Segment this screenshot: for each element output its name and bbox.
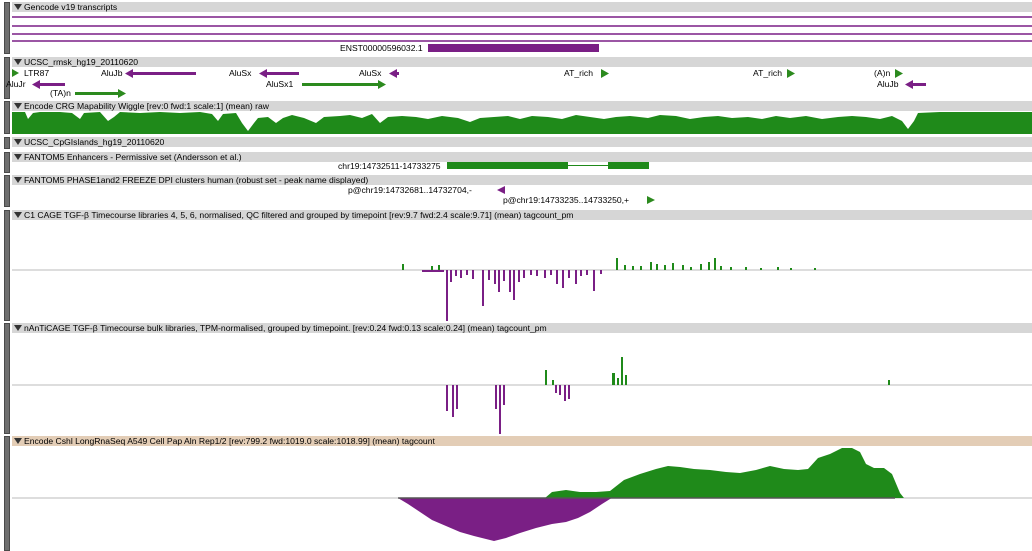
track-title: FANTOM5 PHASE1and2 FREEZE DPI clusters h… bbox=[24, 175, 369, 185]
repeat-label[interactable]: AluSx1 bbox=[266, 79, 294, 89]
track-nanticage[interactable]: nAnTiCAGE TGF-β Timecourse bulk librarie… bbox=[0, 323, 1032, 434]
track-mapability[interactable]: Encode CRG Mapability Wiggle [rev:0 fwd:… bbox=[0, 101, 1032, 134]
collapse-icon[interactable] bbox=[14, 212, 22, 218]
track-cage[interactable]: C1 CAGE TGF-β Timecourse libraries 4, 5,… bbox=[0, 210, 1032, 321]
track-gencode[interactable]: Gencode v19 transcripts ENST00000596032.… bbox=[0, 2, 1032, 54]
track-handle[interactable] bbox=[4, 175, 10, 207]
dpi-label[interactable]: p@chr19:14732681..14732704,- bbox=[348, 185, 472, 195]
track-rnaseq[interactable]: Encode Cshl LongRnaSeq A549 Cell Pap Aln… bbox=[0, 436, 1032, 551]
track-title: Encode CRG Mapability Wiggle [rev:0 fwd:… bbox=[24, 101, 270, 111]
collapse-icon[interactable] bbox=[14, 103, 22, 109]
track-handle[interactable] bbox=[4, 137, 10, 149]
repeat-label[interactable]: AluSx bbox=[229, 68, 252, 78]
track-header[interactable]: UCSC_CpGIslands_hg19_20110620 bbox=[12, 137, 1032, 147]
track-handle[interactable] bbox=[4, 101, 10, 134]
track-title: nAnTiCAGE TGF-β Timecourse bulk librarie… bbox=[24, 323, 547, 333]
track-rmsk[interactable]: UCSC_rmsk_hg19_20110620 LTR87 AluJb AluS… bbox=[0, 57, 1032, 99]
collapse-icon[interactable] bbox=[14, 139, 22, 145]
track-header[interactable]: UCSC_rmsk_hg19_20110620 bbox=[12, 57, 1032, 67]
track-title: Gencode v19 transcripts bbox=[24, 2, 118, 12]
track-handle[interactable] bbox=[4, 2, 10, 54]
track-title: UCSC_CpGIslands_hg19_20110620 bbox=[24, 137, 165, 147]
track-handle[interactable] bbox=[4, 323, 10, 434]
repeat-label[interactable]: AluSx bbox=[359, 68, 382, 78]
track-header[interactable]: Gencode v19 transcripts bbox=[12, 2, 1032, 12]
track-cpg[interactable]: UCSC_CpGIslands_hg19_20110620 bbox=[0, 137, 1032, 149]
track-header[interactable]: Encode CRG Mapability Wiggle [rev:0 fwd:… bbox=[12, 101, 1032, 111]
rnaseq-signal bbox=[12, 448, 1032, 541]
cage-signal bbox=[12, 258, 1032, 321]
track-header[interactable]: FANTOM5 Enhancers - Permissive set (Ande… bbox=[12, 152, 1032, 162]
collapse-icon[interactable] bbox=[14, 154, 22, 160]
repeat-label[interactable]: LTR87 bbox=[24, 68, 50, 78]
track-title: C1 CAGE TGF-β Timecourse libraries 4, 5,… bbox=[24, 210, 574, 220]
dpi-features bbox=[497, 186, 655, 204]
track-handle[interactable] bbox=[4, 152, 10, 173]
gencode-features bbox=[12, 16, 1032, 52]
enhancer-label[interactable]: chr19:14732511-14733275 bbox=[338, 161, 441, 171]
collapse-icon[interactable] bbox=[14, 4, 22, 10]
track-title: Encode Cshl LongRnaSeq A549 Cell Pap Aln… bbox=[24, 436, 435, 446]
collapse-icon[interactable] bbox=[14, 59, 22, 65]
track-title: UCSC_rmsk_hg19_20110620 bbox=[24, 57, 139, 67]
track-handle[interactable] bbox=[4, 210, 10, 321]
repeat-label[interactable]: AluJb bbox=[877, 79, 899, 89]
track-header[interactable]: FANTOM5 PHASE1and2 FREEZE DPI clusters h… bbox=[12, 175, 1032, 185]
mapability-wiggle bbox=[12, 112, 1032, 134]
collapse-icon[interactable] bbox=[14, 438, 22, 444]
track-handle[interactable] bbox=[4, 57, 10, 99]
track-header[interactable]: Encode Cshl LongRnaSeq A549 Cell Pap Aln… bbox=[12, 436, 1032, 446]
repeat-label[interactable]: AluJr bbox=[6, 79, 26, 89]
dpi-label[interactable]: p@chr19:14733235..14733250,+ bbox=[503, 195, 630, 205]
track-header[interactable]: nAnTiCAGE TGF-β Timecourse bulk librarie… bbox=[12, 323, 1032, 333]
transcript-label[interactable]: ENST00000596032.1 bbox=[340, 43, 423, 53]
repeat-label[interactable]: AT_rich bbox=[564, 68, 593, 78]
enhancer-features bbox=[447, 162, 649, 169]
repeat-label[interactable]: AT_rich bbox=[753, 68, 782, 78]
track-enhancers[interactable]: FANTOM5 Enhancers - Permissive set (Ande… bbox=[0, 152, 1032, 173]
transcript-block bbox=[428, 44, 599, 52]
track-header[interactable]: C1 CAGE TGF-β Timecourse libraries 4, 5,… bbox=[12, 210, 1032, 220]
repeat-label[interactable]: (TA)n bbox=[50, 88, 71, 98]
collapse-icon[interactable] bbox=[14, 325, 22, 331]
repeat-label[interactable]: AluJb bbox=[101, 68, 123, 78]
repeat-label[interactable]: (A)n bbox=[874, 68, 891, 78]
nanticage-signal bbox=[12, 357, 1032, 434]
collapse-icon[interactable] bbox=[14, 177, 22, 183]
track-title: FANTOM5 Enhancers - Permissive set (Ande… bbox=[24, 152, 242, 162]
track-dpi[interactable]: FANTOM5 PHASE1and2 FREEZE DPI clusters h… bbox=[0, 175, 1032, 207]
rmsk-features bbox=[12, 69, 926, 98]
